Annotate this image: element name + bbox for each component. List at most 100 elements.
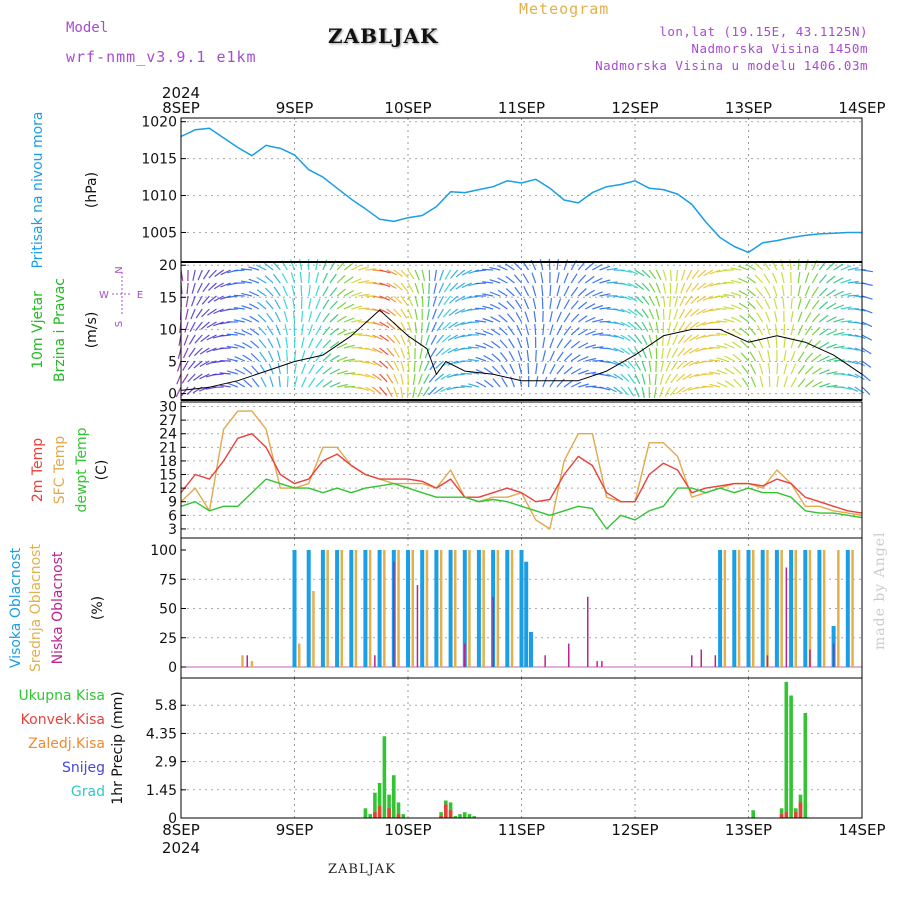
wind-barb [249,315,260,323]
total-precip-bar [751,810,755,818]
wind-barb [443,282,452,293]
wind-barb [251,365,260,375]
wind-barb [206,321,217,329]
wind-barb [749,351,757,362]
day-tick-label-top: 8SEP [162,99,200,117]
wind-barb [833,304,845,310]
wind-barb [249,303,260,310]
wind-barb [613,334,625,340]
wind-barb [709,359,721,362]
wind-unit: (m/s) [84,312,100,349]
bottom-title: ZABLJAK [328,862,396,877]
wind-barb [258,326,267,336]
wind-barb [336,356,348,362]
wind-barb [854,308,866,312]
wind-barb [689,334,700,342]
total-precip-bar [439,812,443,818]
high-cloud-bar [476,550,481,667]
wind-barb [516,324,523,336]
wind-barb [285,337,288,349]
wind-barb [176,360,182,372]
wind-barb [677,347,686,357]
wind-barb [730,291,742,297]
wind-barb [797,258,800,271]
wind-barb [468,383,480,388]
wind-barb [454,334,466,340]
wind-barb [358,280,370,284]
grid-lines [181,118,862,818]
wind-barb [648,360,652,372]
wind-barb [702,347,714,351]
wind-barb [343,262,354,271]
wind-barb [414,282,420,294]
wind-barb [329,341,340,349]
wind-barb [264,262,274,271]
precip-unit: 1hr Precip (mm) [110,691,126,804]
wind-barb [826,275,836,284]
wind-barb [508,338,515,349]
wind-barb [358,386,369,392]
wind-barb [286,375,289,388]
wind-barb [585,330,596,336]
high-cloud-bar [524,561,529,667]
y-tick-label: 15 [159,290,177,306]
wind-barb [266,325,274,336]
y-tick-label: 75 [159,572,177,588]
wind-barb [754,262,764,271]
mid-cloud-bar [454,550,457,667]
wind-barb [286,349,288,362]
wind-barb [315,325,322,336]
year-label-bottom: 2024 [162,839,200,857]
wind-barb [826,343,838,349]
wind-barb [627,360,636,370]
wind-barb [460,347,472,350]
wind-barb [854,360,866,367]
wind-barb [436,321,444,332]
wind-barb [577,288,587,297]
wind-barb [584,289,595,297]
wind-barb [648,295,655,306]
wind-barb [448,321,459,329]
wind-barb [336,383,348,388]
wind-barb [772,285,778,297]
wind-barb [440,373,451,380]
wind-barb [386,295,397,303]
wind-barb [578,342,589,349]
wind-barb [420,334,423,346]
wind-barb [672,334,679,346]
wind-barb [438,282,445,294]
wind-barb [709,269,721,275]
y-tick-label: 1.45 [146,783,177,799]
wind-barb [854,321,866,326]
wind-barb [527,362,530,375]
wind-barb [449,282,459,292]
wind-barb [182,347,189,359]
wind-barb [482,281,494,284]
wind-barb [731,316,742,323]
low-cloud-bar [596,661,598,667]
wind-barb [344,331,355,336]
high-cloud-bar [746,550,751,667]
y-tick-label: 24 [159,427,177,443]
wind-barb [861,347,872,355]
total-precip-bar [803,713,808,818]
convective-precip-bar [377,806,382,818]
wind-barb [290,272,296,284]
wind-barb [491,353,501,362]
wind-barb [419,347,423,359]
wind-barb [570,327,580,336]
wind-barb [627,269,639,275]
wind-barb [434,386,444,394]
wind-barb [634,386,640,398]
wind-barb [293,336,296,349]
mid-cloud-bar [766,550,769,667]
wind-barb [467,346,479,349]
wind-barb [648,373,651,386]
wind-barb [507,325,515,336]
wind-barb [620,269,632,273]
mid-cloud-bar [737,550,741,667]
wind-barb [249,328,260,336]
wind-barb [233,269,245,272]
day-tick-label-top: 13SEP [725,99,772,117]
wind-barb [199,347,210,355]
